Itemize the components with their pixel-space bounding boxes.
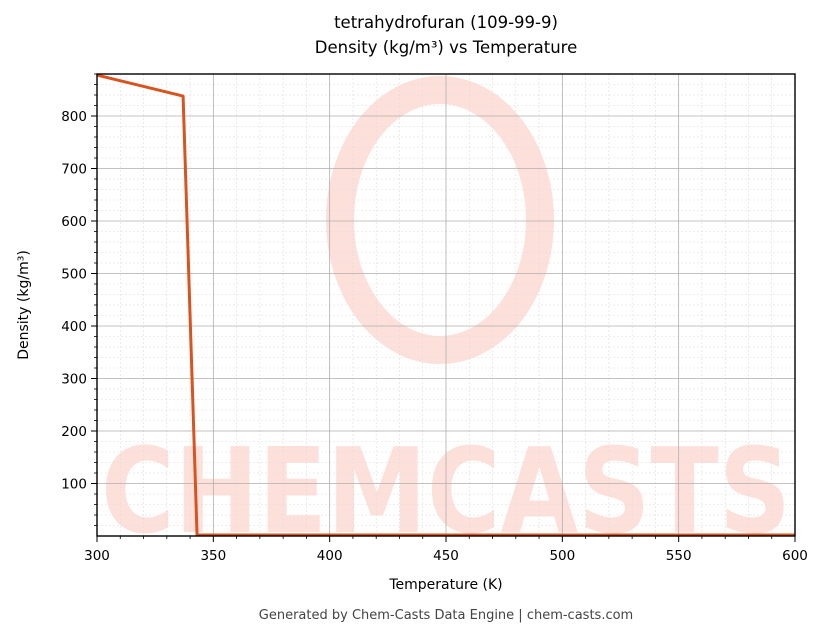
data-line — [96, 73, 795, 537]
y-tick-label: 400 — [61, 319, 87, 335]
y-tick-label: 200 — [61, 424, 87, 440]
x-tick-label: 300 — [84, 548, 110, 564]
chart-title-line1: tetrahydrofuran (109-99-9) — [334, 13, 558, 32]
x-tick-label: 600 — [782, 548, 808, 564]
y-tick-label: 300 — [61, 372, 87, 388]
y-tick-label: 800 — [61, 109, 87, 125]
x-tick-label: 350 — [200, 548, 226, 564]
chart-title-line2: Density (kg/m³) vs Temperature — [314, 38, 578, 57]
y-axis-label: Density (kg/m³) — [16, 250, 32, 360]
footer-credit: Generated by Chem-Casts Data Engine | ch… — [258, 608, 634, 623]
x-tick-label: 500 — [549, 548, 575, 564]
x-axis-label: Temperature (K) — [389, 577, 503, 593]
y-tick-label: 500 — [61, 267, 87, 283]
x-tick-label: 550 — [666, 548, 692, 564]
x-tick-label: 450 — [433, 548, 459, 564]
x-tick-label: 400 — [317, 548, 343, 564]
y-tick-label: 700 — [61, 162, 87, 178]
y-tick-label: 600 — [61, 214, 87, 230]
y-tick-label: 100 — [61, 477, 87, 493]
